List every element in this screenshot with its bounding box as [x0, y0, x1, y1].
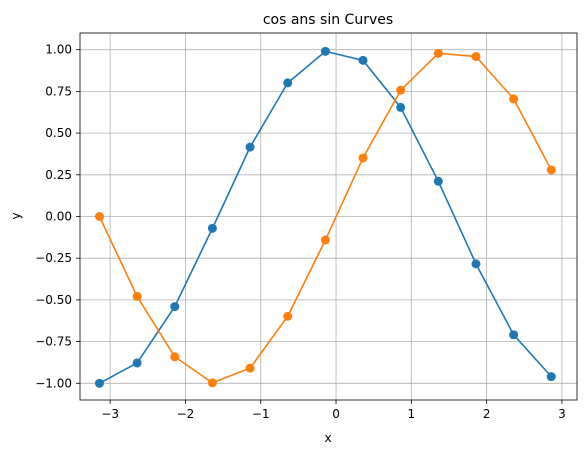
series-1-point — [170, 302, 180, 312]
x-tick-label: 1 — [408, 407, 416, 421]
series-1-point — [245, 142, 255, 152]
series-2-point — [471, 52, 481, 62]
series-1-point — [509, 330, 519, 340]
series-2-point — [546, 165, 556, 175]
y-tick-label: 1.00 — [45, 43, 72, 57]
y-tick-label: −0.75 — [35, 335, 72, 349]
series-2-point — [132, 291, 142, 301]
series-2-point — [433, 48, 443, 58]
series-2-point — [94, 212, 104, 221]
series-2-point — [358, 153, 368, 163]
x-tick-label: −2 — [177, 407, 195, 421]
y-axis-label: y — [9, 212, 23, 219]
series-2-point — [509, 94, 519, 104]
x-tick-label: 3 — [558, 407, 566, 421]
series-1-point — [94, 378, 104, 388]
series-1-point — [207, 223, 217, 233]
series-2-point — [170, 352, 180, 362]
chart-title: cos ans sin Curves — [263, 12, 393, 28]
series-1-point — [396, 102, 406, 112]
series-1-point — [471, 259, 481, 269]
series-1-point — [358, 55, 368, 65]
series-layer — [94, 46, 556, 388]
y-tick-label: 0.25 — [45, 168, 72, 182]
y-tick-label: 0.00 — [45, 210, 72, 224]
series-2-point — [245, 363, 255, 373]
series-1-point — [433, 176, 443, 186]
series-2-point — [283, 311, 293, 321]
x-tick-label: −1 — [252, 407, 270, 421]
ticks: −3 −2 −1 0 1 2 3 −1.00 −0.75 −0.50 −0.25 0.00 0.25 0.… — [35, 43, 566, 421]
y-tick-label: −1.00 — [35, 376, 72, 390]
series-2-point — [396, 85, 406, 95]
y-tick-label: −0.25 — [35, 251, 72, 265]
x-axis-label: x — [324, 431, 331, 445]
series-2-point — [207, 378, 217, 388]
x-tick-label: 2 — [483, 407, 491, 421]
y-tick-label: 0.75 — [45, 84, 72, 98]
y-tick-label: −0.50 — [35, 293, 72, 307]
series-1-point — [546, 372, 556, 382]
x-tick-label: −3 — [101, 407, 119, 421]
series-1-point — [320, 46, 330, 56]
series-1-point — [283, 78, 293, 88]
grid — [80, 33, 577, 400]
series-1-point — [132, 358, 142, 368]
x-tick-label: 0 — [332, 407, 340, 421]
series-2-point — [320, 235, 330, 245]
y-tick-label: 0.50 — [45, 126, 72, 140]
